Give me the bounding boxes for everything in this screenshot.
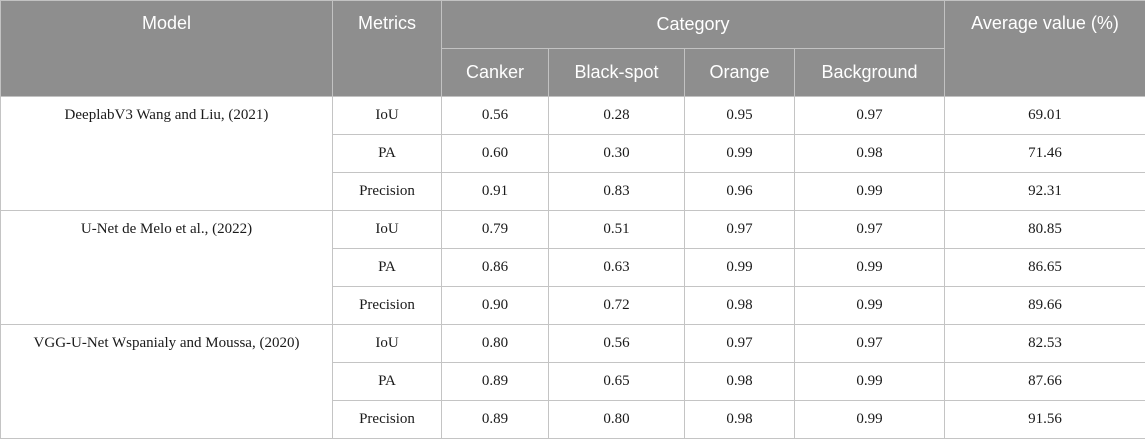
value-cell: 0.30 bbox=[548, 134, 685, 173]
header-row-1: Model Metrics Category Average value (%) bbox=[0, 0, 1145, 97]
table-row: Precision 0.90 0.72 0.98 0.99 89.66 bbox=[1, 286, 1145, 325]
value-cell: 0.83 bbox=[548, 172, 685, 211]
average-cell: 89.66 bbox=[944, 286, 1145, 325]
model-cell: U-Net de Melo et al., (2022) bbox=[0, 210, 333, 325]
value-cell: 0.89 bbox=[441, 362, 549, 401]
header-background: Background bbox=[793, 48, 946, 97]
metric-cell: IoU bbox=[332, 210, 442, 249]
table-row: PA 0.60 0.30 0.99 0.98 71.46 bbox=[1, 134, 1145, 173]
value-cell: 0.99 bbox=[793, 286, 946, 325]
value-cell: 0.91 bbox=[441, 172, 549, 211]
value-cell: 0.28 bbox=[548, 96, 685, 135]
header-orange: Orange bbox=[684, 48, 795, 97]
value-cell: 0.97 bbox=[793, 324, 946, 363]
value-cell: 0.90 bbox=[441, 286, 549, 325]
value-cell: 0.99 bbox=[793, 400, 946, 439]
model-cell: VGG-U-Net Wspanialy and Moussa, (2020) bbox=[0, 324, 333, 439]
value-cell: 0.95 bbox=[684, 96, 795, 135]
header-metrics: Metrics bbox=[332, 0, 442, 97]
value-cell: 0.96 bbox=[684, 172, 795, 211]
average-cell: 87.66 bbox=[944, 362, 1145, 401]
value-cell: 0.86 bbox=[441, 248, 549, 287]
value-cell: 0.56 bbox=[548, 324, 685, 363]
value-cell: 0.65 bbox=[548, 362, 685, 401]
header-canker: Canker bbox=[441, 48, 549, 97]
table-row: U-Net de Melo et al., (2022) IoU 0.79 0.… bbox=[0, 210, 1145, 325]
table-row: PA 0.86 0.63 0.99 0.99 86.65 bbox=[1, 248, 1145, 287]
value-cell: 0.56 bbox=[441, 96, 549, 135]
table-row: VGG-U-Net Wspanialy and Moussa, (2020) I… bbox=[0, 324, 1145, 439]
value-cell: 0.80 bbox=[548, 400, 685, 439]
value-cell: 0.99 bbox=[684, 248, 795, 287]
metric-cell: Precision bbox=[332, 286, 442, 325]
average-cell: 71.46 bbox=[944, 134, 1145, 173]
value-cell: 0.99 bbox=[793, 172, 946, 211]
average-cell: 82.53 bbox=[944, 324, 1145, 363]
value-cell: 0.80 bbox=[441, 324, 549, 363]
value-cell: 0.51 bbox=[548, 210, 685, 249]
header-row-2: Canker Black-spot Orange Background bbox=[1, 48, 1145, 97]
table-row: Precision 0.91 0.83 0.96 0.99 92.31 bbox=[1, 172, 1145, 211]
average-cell: 92.31 bbox=[944, 172, 1145, 211]
metric-cell: PA bbox=[332, 134, 442, 173]
value-cell: 0.97 bbox=[684, 324, 795, 363]
value-cell: 0.99 bbox=[793, 248, 946, 287]
value-cell: 0.97 bbox=[793, 96, 946, 135]
header-average: Average value (%) bbox=[944, 0, 1145, 97]
value-cell: 0.97 bbox=[793, 210, 946, 249]
value-cell: 0.89 bbox=[441, 400, 549, 439]
value-cell: 0.98 bbox=[793, 134, 946, 173]
value-cell: 0.60 bbox=[441, 134, 549, 173]
header-model: Model bbox=[0, 0, 333, 97]
metric-cell: Precision bbox=[332, 400, 442, 439]
value-cell: 0.72 bbox=[548, 286, 685, 325]
value-cell: 0.98 bbox=[684, 286, 795, 325]
value-cell: 0.79 bbox=[441, 210, 549, 249]
value-cell: 0.99 bbox=[684, 134, 795, 173]
average-cell: 80.85 bbox=[944, 210, 1145, 249]
metric-cell: PA bbox=[332, 248, 442, 287]
value-cell: 0.99 bbox=[793, 362, 946, 401]
metric-cell: PA bbox=[332, 362, 442, 401]
table-row: Precision 0.89 0.80 0.98 0.99 91.56 bbox=[1, 400, 1145, 439]
table-row: DeeplabV3 Wang and Liu, (2021) IoU 0.56 … bbox=[0, 96, 1145, 211]
metric-cell: Precision bbox=[332, 172, 442, 211]
header-black-spot: Black-spot bbox=[548, 48, 685, 97]
average-cell: 86.65 bbox=[944, 248, 1145, 287]
value-cell: 0.98 bbox=[684, 400, 795, 439]
metric-cell: IoU bbox=[332, 96, 442, 135]
metric-cell: IoU bbox=[332, 324, 442, 363]
average-cell: 69.01 bbox=[944, 96, 1145, 135]
average-cell: 91.56 bbox=[944, 400, 1145, 439]
model-cell: DeeplabV3 Wang and Liu, (2021) bbox=[0, 96, 333, 211]
value-cell: 0.98 bbox=[684, 362, 795, 401]
value-cell: 0.97 bbox=[684, 210, 795, 249]
value-cell: 0.63 bbox=[548, 248, 685, 287]
header-category: Category bbox=[440, 0, 946, 49]
